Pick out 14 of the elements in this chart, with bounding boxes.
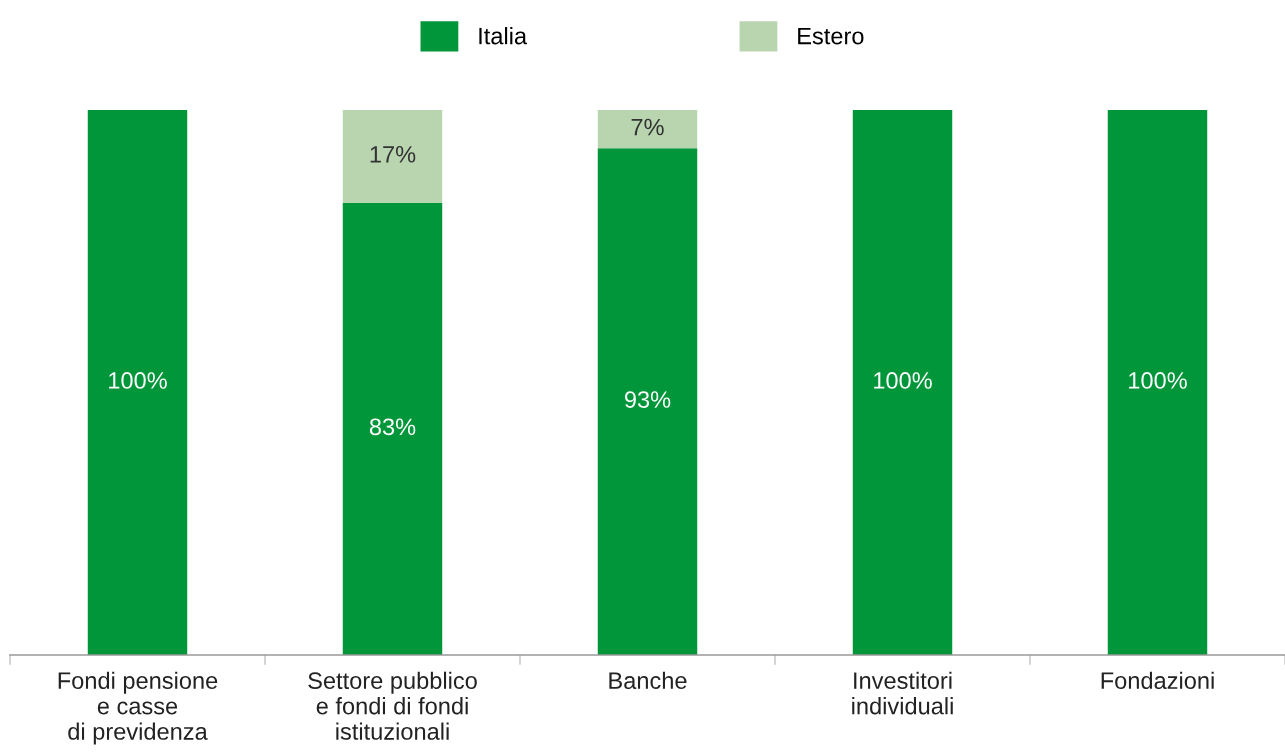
data-label: 100% xyxy=(109,372,167,389)
data-label: 93% xyxy=(624,391,671,408)
x-tick-label: Investitori individuali xyxy=(852,671,953,715)
data-label: 100% xyxy=(1129,372,1187,389)
x-tick-label: Banche xyxy=(609,671,687,690)
x-tick-label: Fondazioni xyxy=(1101,671,1214,690)
data-label: 83% xyxy=(369,418,416,436)
data-label: 7% xyxy=(631,118,664,136)
legend-label: Estero xyxy=(798,27,864,45)
legend-label: Italia xyxy=(479,27,528,45)
x-tick-label: Settore pubblico e fondi di fondi istituzionali xyxy=(308,671,477,740)
data-label: 17% xyxy=(370,146,416,163)
data-label: 100% xyxy=(874,372,932,389)
x-tick-label: Fondi pensione e casse di previdenza xyxy=(58,671,218,745)
